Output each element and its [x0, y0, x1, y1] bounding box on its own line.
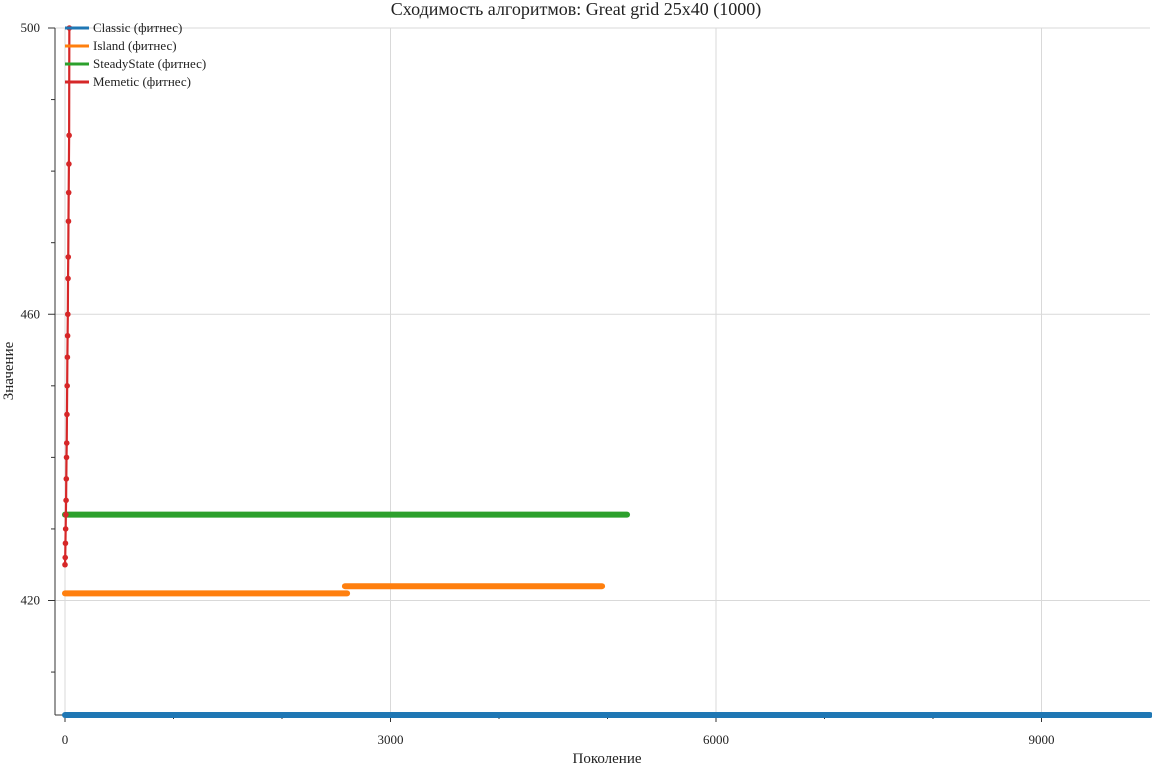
series-point: [64, 411, 70, 418]
y-axis-title: Значение: [1, 341, 17, 400]
series-3: [62, 25, 73, 568]
series-point: [65, 275, 71, 282]
series-point: [64, 383, 70, 389]
x-tick-label: 6000: [703, 732, 729, 747]
x-tick-label: 9000: [1029, 732, 1055, 747]
series-line: [63, 27, 71, 565]
series-point: [63, 476, 70, 482]
legend-label: Island (фитнес): [93, 38, 177, 53]
x-axis-title: Поколение: [572, 751, 641, 767]
series-point: [63, 454, 70, 461]
series-point: [65, 311, 71, 318]
series-point: [66, 161, 72, 167]
legend-item: Island (фитнес): [65, 38, 177, 53]
series-point: [62, 561, 68, 568]
grid: [55, 27, 1150, 715]
series-point: [64, 332, 71, 339]
series-point: [64, 354, 71, 360]
x-tick-label: 0: [62, 732, 69, 747]
series-point: [66, 132, 72, 139]
axes: 0 3000 6000 9000 420 460 500: [21, 20, 1150, 747]
series-1: [62, 583, 606, 597]
series-point: [63, 440, 70, 446]
y-tick-label: 420: [21, 593, 41, 608]
series-point: [65, 254, 72, 260]
x-tick-label: 3000: [378, 732, 404, 747]
y-tick-label: 460: [21, 306, 41, 321]
chart-title: Сходимость алгоритмов: Great grid 25x40 …: [391, 0, 761, 20]
legend-label: Classic (фитнес): [93, 20, 182, 35]
legend-label: SteadyState (фитнес): [93, 56, 206, 71]
series-point: [63, 511, 69, 518]
legend-label: Memetic (фитнес): [93, 74, 191, 89]
legend-item: Memetic (фитнес): [65, 74, 191, 89]
legend-item: Classic (фитнес): [65, 20, 182, 35]
legend: Classic (фитнес) Island (фитнес) SteadySta…: [65, 20, 206, 89]
series-point: [62, 554, 69, 561]
series-point: [62, 526, 69, 532]
series-point: [62, 540, 69, 547]
series-point: [63, 497, 69, 504]
series-layer: [62, 25, 1152, 718]
legend-item: SteadyState (фитнес): [65, 56, 206, 71]
series-point: [65, 218, 72, 225]
y-tick-label: 500: [21, 20, 41, 35]
series-point: [65, 189, 72, 196]
